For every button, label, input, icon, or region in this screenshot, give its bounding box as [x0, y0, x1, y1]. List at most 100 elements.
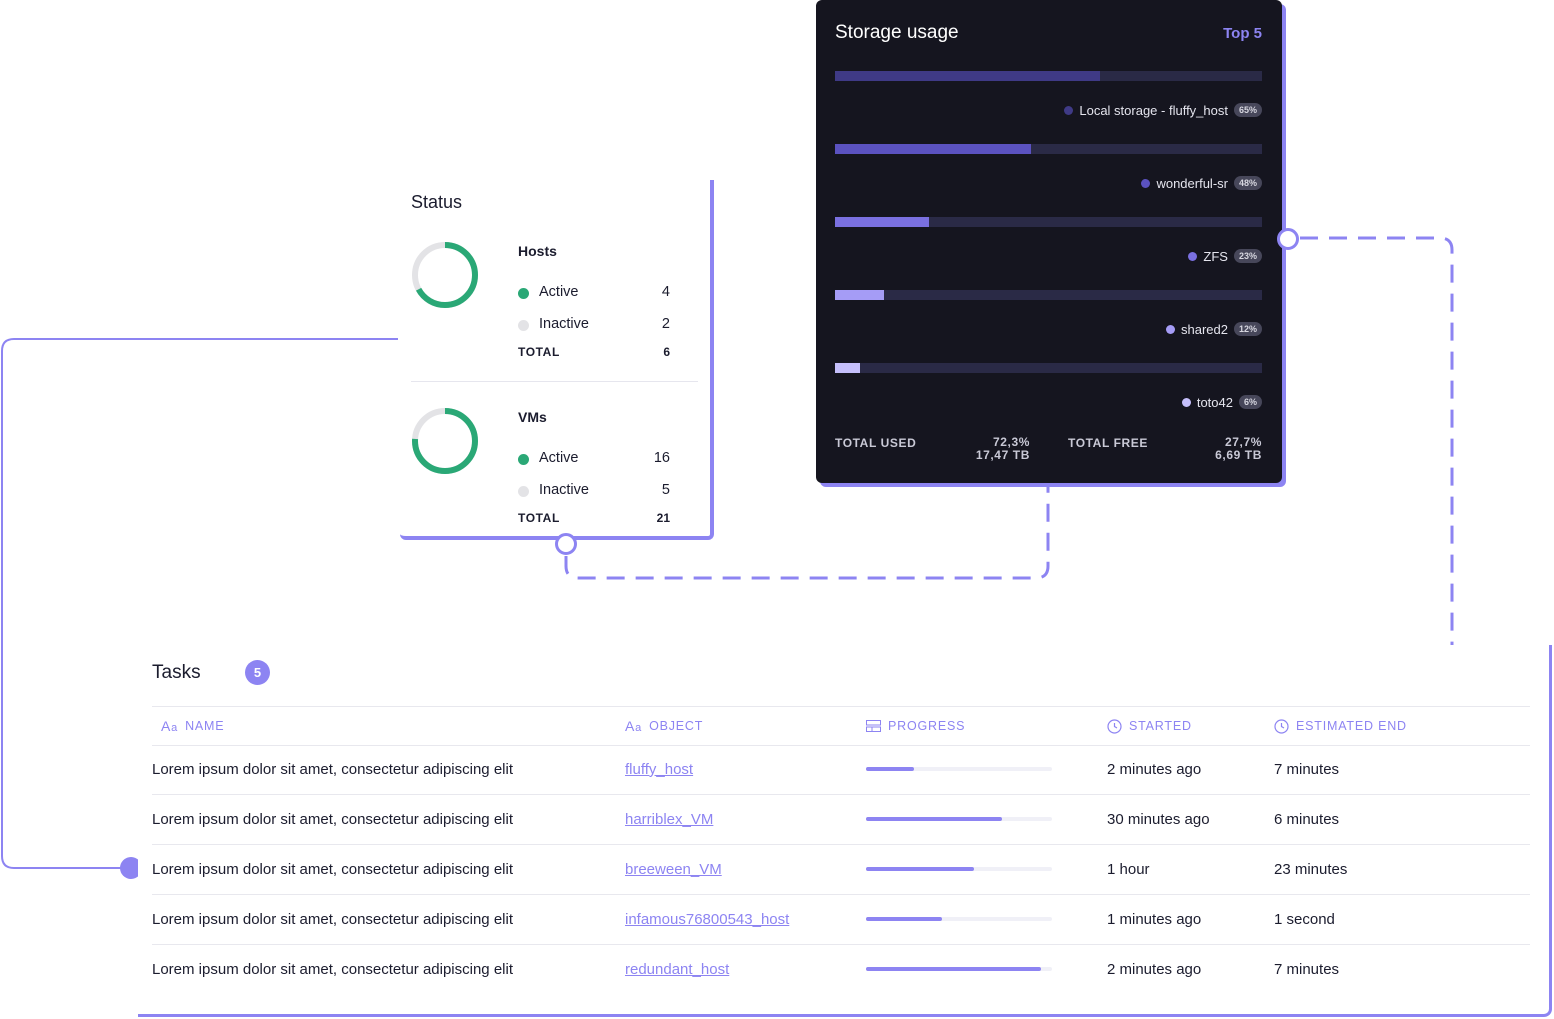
table-row[interactable]: Lorem ipsum dolor sit amet, consectetur … [152, 944, 1530, 994]
storage-bar-track [835, 290, 1262, 300]
top-filter-link[interactable]: Top 5 [1223, 25, 1262, 42]
task-estimated-end: 23 minutes [1274, 860, 1348, 878]
connector-node [555, 533, 577, 555]
storage-item-label: Local storage - fluffy_host 65% [1064, 101, 1262, 119]
storage-item-label: wonderful-sr 48% [1141, 174, 1262, 192]
vms-active-label: Active [539, 450, 579, 466]
active-status-dot [518, 454, 529, 465]
column-header-name[interactable]: Aa NAME [161, 707, 224, 745]
column-header-label: NAME [185, 719, 225, 733]
total-free-percent: 27,7% [1224, 435, 1262, 449]
column-header-label: ESTIMATED END [1296, 719, 1407, 733]
storage-bar [835, 363, 860, 373]
task-progress-bar [866, 767, 1052, 771]
storage-percent-badge: 48% [1233, 176, 1262, 190]
task-started: 1 minutes ago [1107, 910, 1202, 928]
legend-dot [1141, 178, 1151, 188]
active-status-dot [518, 288, 529, 299]
storage-item-label: toto42 6% [1181, 393, 1262, 411]
inactive-status-dot [518, 320, 529, 331]
column-header-started[interactable]: STARTED [1107, 707, 1192, 745]
vms-total-row: TOTAL 21 [518, 509, 670, 529]
storage-item-label: shared2 12% [1166, 320, 1262, 338]
column-header-progress[interactable]: PROGRESS [866, 707, 965, 745]
storage-percent-badge: 6% [1238, 395, 1262, 409]
task-object-link[interactable]: redundant_host [625, 960, 730, 978]
hosts-total-label: TOTAL [518, 345, 560, 359]
vms-donut-chart [412, 408, 478, 474]
hosts-title: Hosts [518, 243, 557, 259]
task-name: Lorem ipsum dolor sit amet, consectetur … [152, 910, 513, 928]
clock-icon [1274, 718, 1289, 734]
task-started: 1 hour [1107, 860, 1150, 878]
storage-bar-track [835, 144, 1262, 154]
hosts-active-label: Active [539, 284, 579, 300]
task-name: Lorem ipsum dolor sit amet, consectetur … [152, 960, 513, 978]
task-estimated-end: 6 minutes [1274, 810, 1340, 828]
status-card: Status Hosts Active 4 Inactive 2 TOTAL 6… [400, 180, 714, 540]
task-estimated-end: 7 minutes [1274, 760, 1340, 778]
task-progress-bar [866, 967, 1052, 971]
task-progress-fill [866, 967, 1041, 971]
task-progress-fill [866, 917, 943, 921]
column-header-object[interactable]: Aa OBJECT [625, 707, 703, 745]
tasks-count-badge: 5 [245, 660, 270, 685]
task-object-link[interactable]: breeween_VM [625, 860, 722, 878]
total-used-label: TOTAL USED [835, 436, 917, 450]
vms-inactive-row: Inactive 5 [518, 482, 670, 502]
task-progress-bar [866, 817, 1052, 821]
status-divider [411, 381, 698, 382]
vms-active-row: Active 16 [518, 450, 670, 470]
hosts-total-row: TOTAL 6 [518, 343, 670, 363]
storage-item-name: toto42 [1196, 394, 1233, 410]
task-object-link[interactable]: harriblex_VM [625, 810, 714, 828]
storage-item-name: Local storage - fluffy_host [1079, 102, 1228, 118]
task-name: Lorem ipsum dolor sit amet, consectetur … [152, 760, 513, 778]
column-header-label: PROGRESS [888, 719, 966, 733]
table-row[interactable]: Lorem ipsum dolor sit amet, consectetur … [152, 744, 1530, 795]
total-free-value: 27,7% 6,69 TB [1196, 436, 1262, 462]
task-progress-bar [866, 917, 1052, 921]
hosts-donut-chart [412, 242, 478, 308]
task-object-link[interactable]: infamous76800543_host [625, 910, 790, 928]
total-used-size: 17,47 TB [975, 448, 1030, 462]
column-header-label: STARTED [1129, 719, 1192, 733]
table-row[interactable]: Lorem ipsum dolor sit amet, consectetur … [152, 894, 1530, 945]
vms-total-label: TOTAL [518, 511, 560, 525]
total-free-label: TOTAL FREE [1068, 436, 1149, 450]
hosts-inactive-count: 2 [661, 316, 670, 332]
hosts-inactive-row: Inactive 2 [518, 316, 670, 336]
task-estimated-end: 1 second [1274, 910, 1335, 928]
table-row[interactable]: Lorem ipsum dolor sit amet, consectetur … [152, 844, 1530, 895]
tasks-card: Tasks 5 Aa NAME Aa OBJECT PROGRESS START… [138, 645, 1552, 1017]
task-name: Lorem ipsum dolor sit amet, consectetur … [152, 810, 513, 828]
task-object-link[interactable]: fluffy_host [625, 760, 694, 778]
storage-bar-track [835, 71, 1262, 81]
hosts-inactive-label: Inactive [539, 316, 589, 332]
status-title: Status [411, 192, 463, 212]
task-progress-bar [866, 867, 1052, 871]
tasks-table-header: Aa NAME Aa OBJECT PROGRESS STARTED [152, 706, 1530, 746]
vms-inactive-count: 5 [661, 482, 670, 498]
column-header-label: OBJECT [649, 719, 704, 733]
storage-bar-track [835, 217, 1262, 227]
task-started: 2 minutes ago [1107, 760, 1202, 778]
task-progress-fill [866, 867, 974, 871]
legend-dot [1064, 105, 1074, 115]
legend-dot [1188, 251, 1198, 261]
table-row[interactable]: Lorem ipsum dolor sit amet, consectetur … [152, 794, 1530, 845]
storage-bar [835, 71, 1100, 81]
legend-dot [1166, 324, 1175, 334]
column-header-estimated-end[interactable]: ESTIMATED END [1274, 707, 1407, 745]
clock-icon [1107, 718, 1122, 734]
task-progress-fill [866, 817, 1002, 821]
storage-title: Storage usage [835, 22, 959, 43]
vms-title: VMs [518, 409, 547, 425]
tasks-title: Tasks [152, 662, 201, 683]
connector-node [1277, 228, 1299, 250]
storage-item-name: shared2 [1181, 321, 1228, 337]
total-used-percent: 72,3% [992, 435, 1030, 449]
storage-bar [835, 217, 929, 227]
vms-active-count: 16 [653, 450, 670, 466]
storage-usage-card: Storage usage Top 5 Local storage - fluf… [816, 0, 1282, 483]
